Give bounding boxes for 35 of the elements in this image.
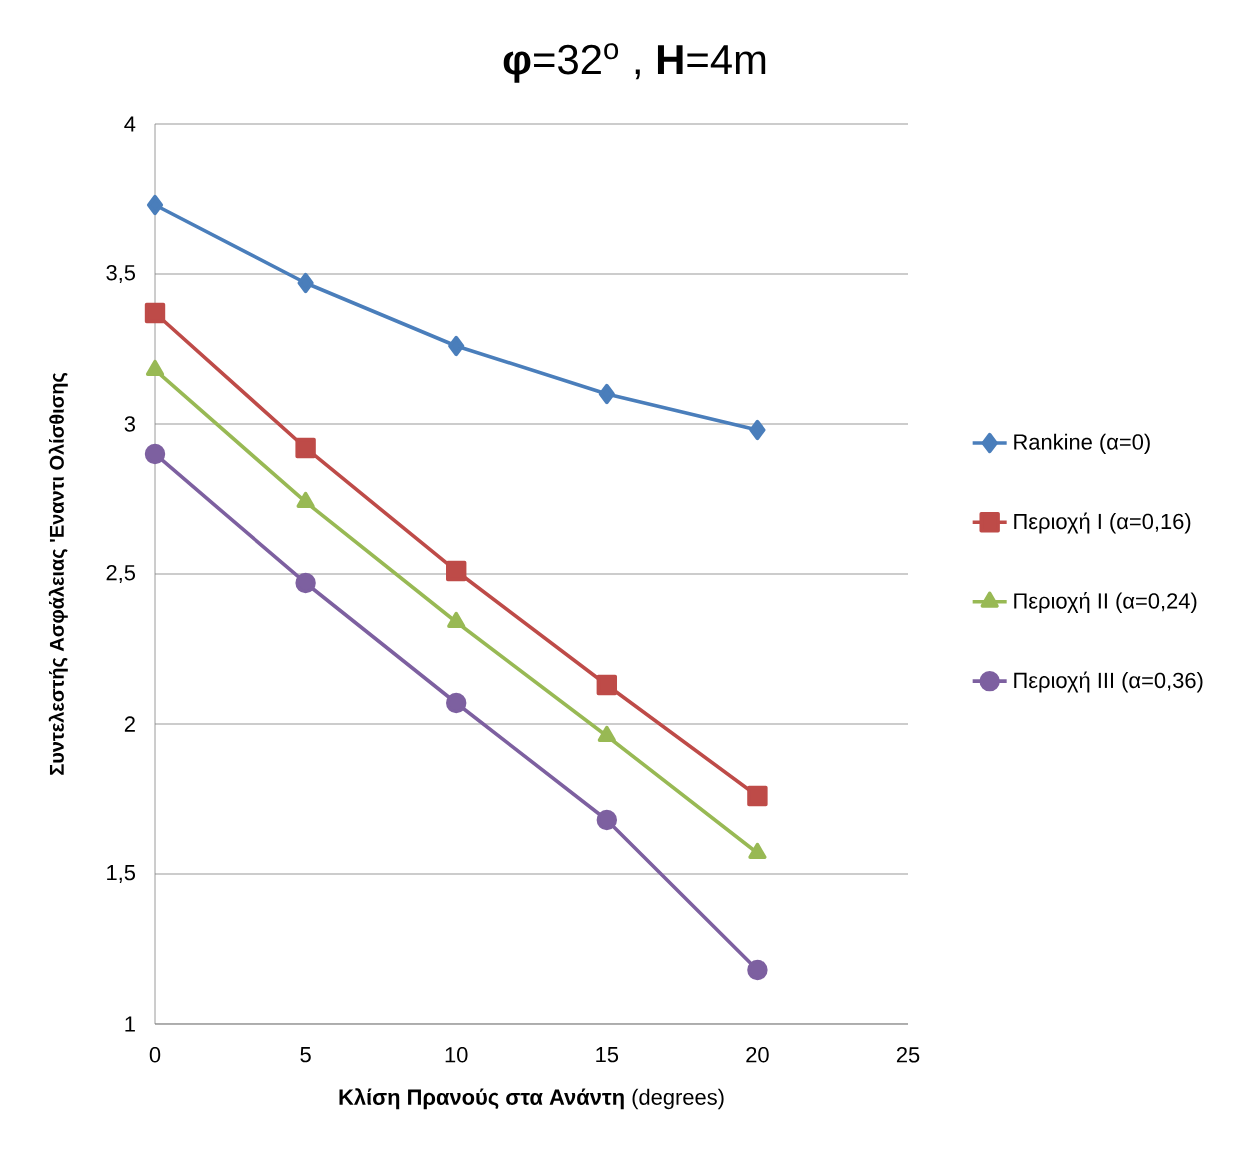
point [749, 419, 766, 441]
point [596, 809, 618, 831]
point [144, 443, 166, 465]
point [146, 194, 164, 216]
legend-label: Rankine (α=0) [1014, 433, 1150, 455]
y-axis-title: Συντελεστής Ασφάλειας 'Εναντι Ολίσθισης [48, 373, 68, 775]
y-tick-label: 1 [125, 1016, 135, 1032]
chart-title: φ=32$^{o}$ , H=4m [503, 43, 766, 83]
x-tick-label: 5 [300, 1047, 311, 1063]
point [295, 572, 316, 594]
legend-label: Περιοχή III (α=0,36) [1014, 671, 1203, 693]
legend-label: Περιοχή II (α=0,24) [1014, 591, 1197, 613]
point [295, 437, 316, 459]
y-tick-label: 4 [124, 116, 136, 132]
x-tick-label: 15 [596, 1047, 619, 1063]
x-tick-label: 0 [149, 1047, 161, 1063]
point [596, 674, 618, 696]
y-tick-label: 2,5 [106, 564, 136, 584]
x-tick-label: 20 [746, 1047, 769, 1063]
legend-label: Περιοχή I (α=0,16) [1014, 512, 1191, 534]
y-tick-label: 3,5 [106, 264, 136, 284]
point [598, 383, 615, 405]
point [446, 560, 467, 582]
x-tick-label: 10 [445, 1047, 468, 1063]
point [747, 959, 768, 981]
point [747, 785, 768, 807]
point [297, 272, 314, 294]
x-axis-title: Κλίση Πρανούς στα Ανάντη (degrees) [339, 1088, 724, 1110]
point [448, 335, 465, 357]
y-tick-label: 2 [124, 716, 135, 732]
y-tick-label: 1,5 [107, 865, 136, 883]
x-tick-label: 25 [896, 1047, 920, 1063]
point [446, 692, 467, 714]
y-tick-label: 3 [124, 416, 135, 432]
point [144, 302, 166, 324]
